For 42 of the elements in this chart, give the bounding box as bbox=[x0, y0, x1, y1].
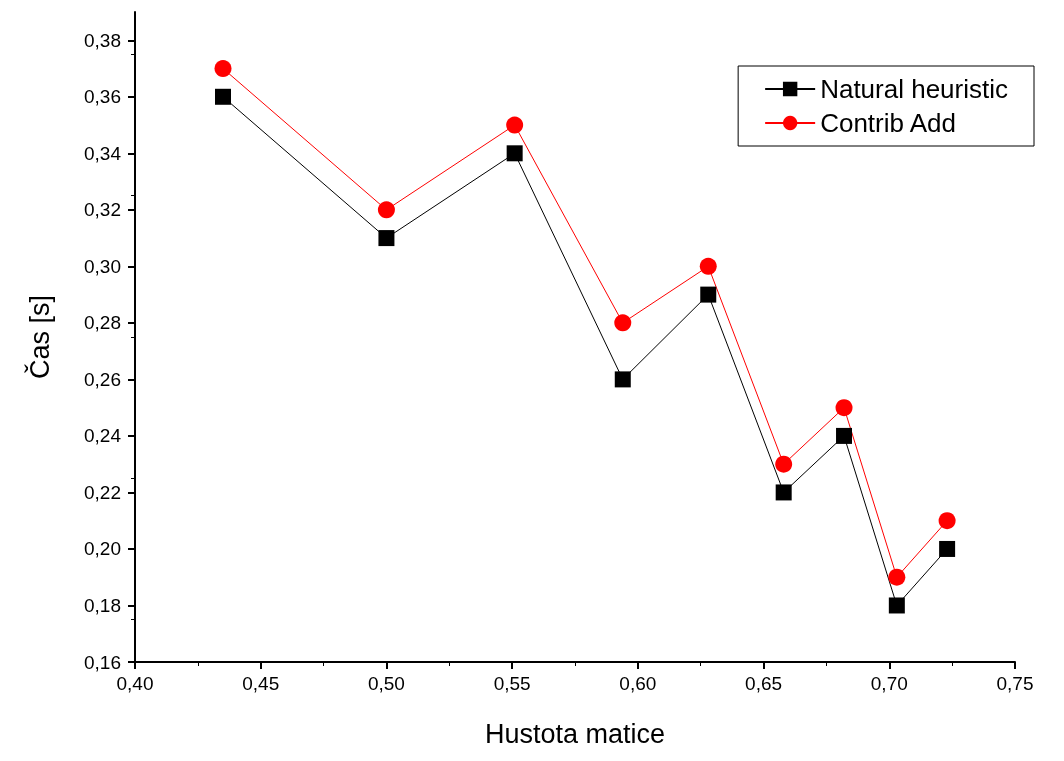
y-tick-label: 0,16 bbox=[84, 651, 121, 673]
x-tick-label: 0,70 bbox=[870, 673, 908, 694]
point bbox=[614, 314, 632, 332]
y-tick-label: 0,36 bbox=[84, 86, 121, 108]
y-tick-label: 0,18 bbox=[84, 594, 121, 616]
y-tick-label: 0,32 bbox=[84, 199, 121, 221]
point bbox=[699, 257, 717, 275]
x-tick-label: 0,60 bbox=[619, 673, 657, 694]
point bbox=[614, 371, 631, 388]
x-tick-label: 0,45 bbox=[242, 673, 280, 694]
legend-label: Contrib Add bbox=[820, 108, 957, 138]
point bbox=[700, 286, 717, 303]
point bbox=[214, 60, 232, 78]
x-tick-label: 0,40 bbox=[116, 673, 154, 694]
x-tick-label: 0,55 bbox=[493, 673, 531, 694]
point bbox=[888, 568, 906, 586]
point bbox=[835, 399, 853, 417]
x-axis-title: Hustota matice bbox=[484, 718, 666, 749]
y-tick-label: 0,34 bbox=[84, 142, 122, 164]
point bbox=[888, 597, 905, 614]
y-axis-title: Čas [s] bbox=[23, 294, 55, 380]
y-tick-label: 0,30 bbox=[84, 255, 121, 277]
point bbox=[775, 455, 793, 473]
y-tick-label: 0,24 bbox=[84, 425, 122, 447]
x-tick-label: 0,75 bbox=[996, 673, 1034, 694]
point bbox=[775, 484, 792, 501]
y-tick-label: 0,38 bbox=[84, 29, 121, 51]
y-tick-label: 0,26 bbox=[84, 368, 121, 390]
point bbox=[938, 512, 956, 530]
point bbox=[377, 201, 395, 219]
x-tick-label: 0,65 bbox=[745, 673, 783, 694]
y-tick-label: 0,20 bbox=[84, 538, 121, 560]
y-tick-label: 0,28 bbox=[84, 312, 121, 334]
y-tick-label: 0,22 bbox=[84, 481, 121, 503]
point bbox=[506, 145, 523, 162]
point bbox=[215, 88, 231, 105]
point bbox=[836, 427, 853, 444]
point bbox=[939, 540, 956, 557]
x-tick-label: 0,50 bbox=[367, 673, 405, 694]
point bbox=[506, 116, 524, 134]
point bbox=[378, 230, 395, 247]
legend-label: Natural heuristic bbox=[820, 74, 1009, 104]
